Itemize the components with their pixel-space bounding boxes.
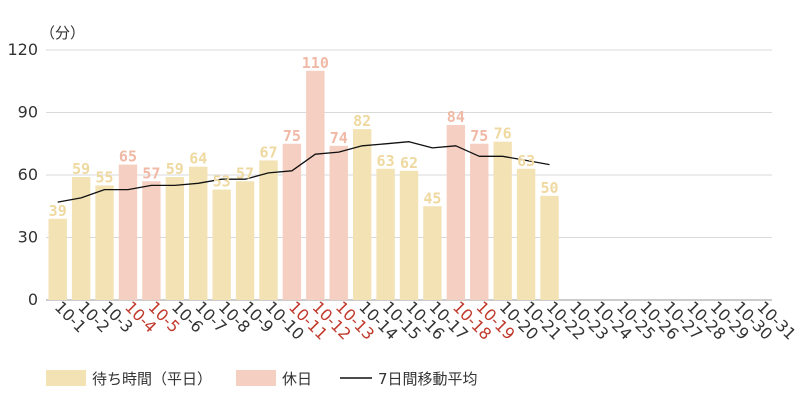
- bar-weekday: [189, 166, 208, 300]
- bar-weekday: [352, 129, 372, 300]
- bar-weekday: [376, 168, 395, 300]
- bar-value-label: 50: [540, 179, 558, 197]
- bar-weekday: [48, 218, 67, 300]
- bar-holiday: [142, 181, 161, 300]
- legend-label-holiday: 休日: [282, 370, 312, 388]
- legend-label-weekday: 待ち時間（平日）: [92, 370, 212, 388]
- y-axis: （分） 0 30 60 90 120: [7, 24, 85, 309]
- bar-weekday: [493, 141, 512, 300]
- y-tick-label: 0: [28, 290, 38, 309]
- y-tick-label: 90: [18, 103, 38, 122]
- moving-average-line-group: [57, 141, 550, 203]
- bar-value-label: 53: [213, 173, 231, 191]
- bar-value-label: 55: [96, 168, 114, 186]
- bar-value-label: 84: [447, 108, 465, 126]
- legend: 待ち時間（平日） 休日 7日間移動平均: [46, 370, 478, 388]
- bar-value-label: 76: [494, 125, 512, 143]
- moving-average-line: [57, 141, 550, 203]
- bars: [48, 70, 559, 300]
- bar-holiday: [446, 125, 466, 300]
- bar-value-label: 67: [259, 143, 277, 161]
- bar-weekday: [399, 170, 419, 300]
- bar-holiday: [470, 143, 489, 300]
- bar-value-label: 64: [189, 150, 207, 168]
- bar-value-label: 74: [330, 129, 348, 147]
- bar-value-label: 110: [302, 54, 329, 72]
- bar-value-label: 75: [470, 127, 488, 145]
- bar-holiday: [306, 70, 325, 300]
- bar-value-label: 57: [142, 164, 160, 182]
- bar-weekday: [165, 177, 185, 300]
- bar-weekday: [540, 195, 559, 300]
- legend-swatch-weekday: [46, 370, 86, 386]
- y-tick-label: 30: [18, 228, 38, 247]
- bar-holiday: [329, 145, 348, 300]
- bar-weekday: [212, 189, 231, 300]
- bar-value-label: 63: [377, 152, 395, 170]
- bar-holiday: [282, 143, 302, 300]
- legend-label-moving-average: 7日間移動平均: [378, 370, 478, 388]
- bar-value-label: 65: [119, 148, 137, 166]
- bar-value-label: 62: [400, 154, 418, 172]
- bar-weekday: [423, 206, 442, 300]
- y-axis-unit: （分）: [40, 24, 85, 42]
- bar-value-label: 82: [353, 112, 371, 130]
- legend-swatch-holiday: [236, 370, 276, 386]
- y-tick-label: 60: [18, 165, 38, 184]
- bar-value-label: 39: [49, 202, 67, 220]
- bar-value-label: 75: [283, 127, 301, 145]
- y-tick-label: 120: [7, 40, 38, 59]
- bar-value-label: 57: [236, 164, 254, 182]
- bar-weekday: [71, 177, 91, 300]
- bar-value-label: 45: [423, 189, 441, 207]
- bar-weekday: [516, 168, 536, 300]
- bar-weekday: [95, 185, 114, 300]
- bar-weekday: [235, 181, 255, 300]
- bar-value-label: 59: [72, 160, 90, 178]
- data-labels: 39 59 55 59 64 53 57 67 82 63 62 45 76 63 50 65 57 75 110 7…: [49, 54, 559, 220]
- bar-value-label: 59: [166, 160, 184, 178]
- x-axis: 10-110-210-310-410-510-610-710-810-910-1…: [51, 297, 800, 343]
- bar-holiday: [118, 164, 138, 300]
- bar-weekday: [259, 160, 278, 300]
- bar-value-label: 63: [517, 152, 535, 170]
